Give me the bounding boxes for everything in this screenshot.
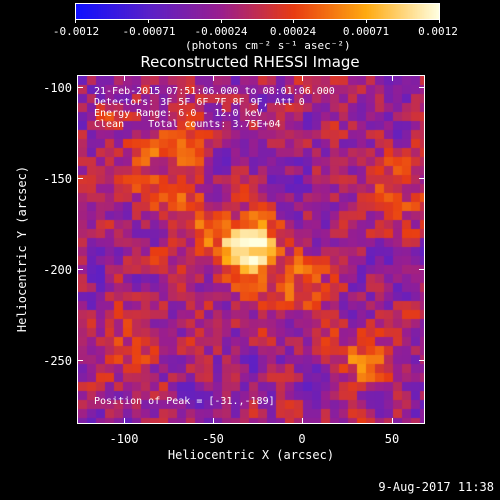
x-axis-label: Heliocentric X (arcsec): [167, 448, 335, 462]
plot-timestamp: 9-Aug-2017 11:38: [378, 480, 494, 494]
colorbar-tick-label: -0.00024: [194, 25, 248, 38]
y-tick-label: -200: [43, 263, 72, 277]
peak-position-label: Position of Peak = [-31.,-189]: [94, 396, 275, 407]
x-tick-label: 0: [298, 432, 306, 446]
y-axis-label: Heliocentric Y (arcsec): [15, 165, 29, 333]
energy-range-label: Energy Range: 6.0 - 12.0 keV: [94, 108, 263, 119]
rhessi-image: [78, 76, 424, 423]
x-tick-label: -100: [109, 432, 139, 446]
x-tick-label: 50: [384, 432, 400, 446]
time-range-label: 21-Feb-2015 07:51:06.000 to 08:01:06.000: [94, 86, 335, 97]
y-tick-label: -150: [43, 172, 72, 186]
x-tick-label: -50: [202, 432, 224, 446]
plot-title: Reconstructed RHESSI Image: [140, 53, 360, 71]
colorbar-tick-label: 0.00071: [342, 25, 390, 38]
y-tick-label: -250: [43, 354, 72, 368]
y-tick-label: -100: [43, 81, 72, 95]
colorbar-units: (photons cm⁻² s⁻¹ asec⁻²): [185, 39, 351, 52]
colorbar-tick-label: -0.00071: [122, 25, 176, 38]
colorbar-tick-label: 0.0012: [418, 25, 458, 38]
colorbar-tick-label: -0.0012: [52, 25, 100, 38]
colorbar-tick-label: 0.00024: [269, 25, 317, 38]
detectors-label: Detectors: 3F 5F 6F 7F 8F 9F, Att 0: [94, 97, 305, 108]
clean-counts-label: Clean Total counts: 3.75E+04: [94, 119, 281, 130]
colorbar: [75, 3, 440, 20]
image-plot: 21-Feb-2015 07:51:06.000 to 08:01:06.000…: [77, 75, 425, 424]
